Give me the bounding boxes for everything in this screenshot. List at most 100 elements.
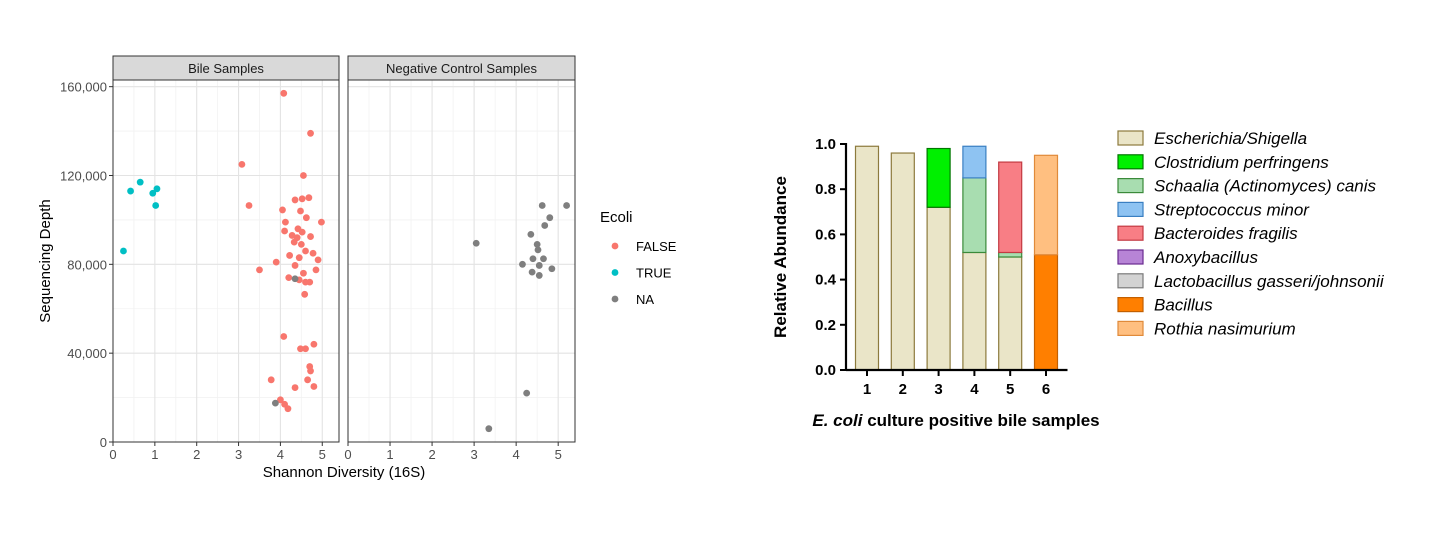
x-tick-label: 3 — [934, 381, 942, 398]
data-point — [563, 202, 570, 209]
x-axis-title: E. coli culture positive bile samples — [812, 411, 1099, 430]
x-tick-label: 5 — [319, 447, 326, 462]
data-point — [297, 345, 304, 353]
y-tick-label: 0.8 — [815, 181, 836, 198]
data-point — [307, 129, 314, 137]
data-point — [238, 160, 246, 168]
data-point — [535, 262, 543, 269]
data-point — [297, 207, 304, 215]
data-point — [529, 255, 537, 263]
x-tick-label: 4 — [970, 381, 979, 398]
data-point — [256, 266, 263, 274]
data-point — [152, 202, 160, 209]
legend-label: Lactobacillus gasseri/johnsonii — [1154, 272, 1385, 291]
data-point — [535, 272, 543, 279]
y-tick-label: 80,000 — [67, 257, 107, 272]
legend-label: Anoxybacillus — [1153, 248, 1258, 267]
x-tick-label: 3 — [235, 447, 242, 462]
data-point — [281, 227, 288, 235]
bar-segment — [998, 256, 1023, 371]
data-point — [291, 196, 299, 204]
data-point — [540, 255, 547, 263]
data-point — [136, 178, 144, 186]
data-point — [304, 376, 312, 384]
data-point — [290, 238, 298, 246]
legend-swatch — [1117, 273, 1144, 289]
x-tick-label: 6 — [1042, 381, 1050, 398]
data-point — [120, 247, 127, 255]
data-point — [302, 247, 309, 255]
y-tick-label: 160,000 — [60, 80, 107, 95]
x-axis-title: Shannon Diversity (16S) — [263, 464, 426, 481]
legend-swatch — [1117, 154, 1144, 170]
panel-border — [347, 79, 576, 443]
data-point — [523, 389, 531, 397]
data-point — [291, 275, 299, 283]
bar-segment — [926, 147, 951, 208]
data-point — [277, 396, 284, 404]
x-axis-title-italic: E. coli — [812, 411, 863, 430]
legend-swatch — [1117, 320, 1144, 336]
x-tick-label: 1 — [386, 447, 393, 462]
legend-swatch — [1117, 225, 1144, 241]
facet-strip-label: Negative Control Samples — [386, 61, 538, 76]
data-point — [267, 376, 275, 384]
data-point — [310, 340, 318, 348]
legend-label: NA — [636, 292, 654, 307]
x-tick-label: 0 — [344, 447, 351, 462]
data-point — [519, 260, 526, 268]
legend-title: Ecoli — [600, 209, 633, 226]
data-point — [149, 189, 157, 197]
legend-marker — [611, 269, 619, 276]
bar-segment — [962, 251, 987, 371]
y-tick-label: 40,000 — [67, 346, 107, 361]
bar-segment — [890, 152, 915, 371]
data-point — [298, 228, 306, 236]
data-point — [307, 367, 314, 375]
data-point — [472, 239, 480, 247]
x-tick-label: 2 — [428, 447, 435, 462]
data-point — [245, 202, 253, 209]
legend-label: Streptococcus minor — [1154, 200, 1310, 219]
bar-segment — [1033, 154, 1059, 256]
x-tick-label: 4 — [513, 447, 520, 462]
data-point — [312, 266, 320, 274]
legend-swatch — [1117, 297, 1144, 313]
data-point — [295, 254, 303, 262]
data-point — [285, 274, 293, 282]
facet-strip — [112, 55, 340, 81]
y-tick-label: 0 — [100, 435, 107, 450]
data-point — [307, 233, 314, 240]
legend-marker — [611, 295, 619, 303]
data-point — [528, 268, 536, 276]
data-point — [282, 218, 289, 226]
data-point — [291, 384, 299, 391]
data-point — [271, 399, 279, 407]
data-point — [297, 240, 305, 248]
legend-label: FALSE — [636, 239, 677, 254]
data-point — [314, 256, 322, 264]
data-point — [280, 89, 288, 97]
y-tick-label: 0.0 — [815, 362, 836, 379]
legend-label: Schaalia (Actinomyces) canis — [1154, 177, 1377, 196]
legend-marker — [611, 242, 619, 250]
x-tick-label: 2 — [899, 381, 907, 398]
x-tick-label: 4 — [277, 447, 284, 462]
bar-segment — [926, 206, 951, 371]
bar-segment — [1033, 254, 1059, 371]
data-point — [541, 222, 549, 229]
data-point — [127, 187, 134, 195]
legend-swatch — [1117, 178, 1144, 194]
data-point — [310, 383, 318, 390]
data-point — [272, 258, 280, 266]
data-point — [286, 252, 294, 259]
x-axis-title-rest: culture positive bile samples — [862, 411, 1099, 430]
y-tick-label: 0.6 — [815, 226, 836, 243]
legend-label: Rothia nasimurium — [1154, 319, 1296, 338]
y-tick-label: 0.4 — [815, 272, 837, 289]
data-point — [302, 214, 310, 222]
legend-swatch — [1117, 130, 1144, 146]
bar-segment — [998, 251, 1023, 258]
data-point — [309, 249, 317, 257]
